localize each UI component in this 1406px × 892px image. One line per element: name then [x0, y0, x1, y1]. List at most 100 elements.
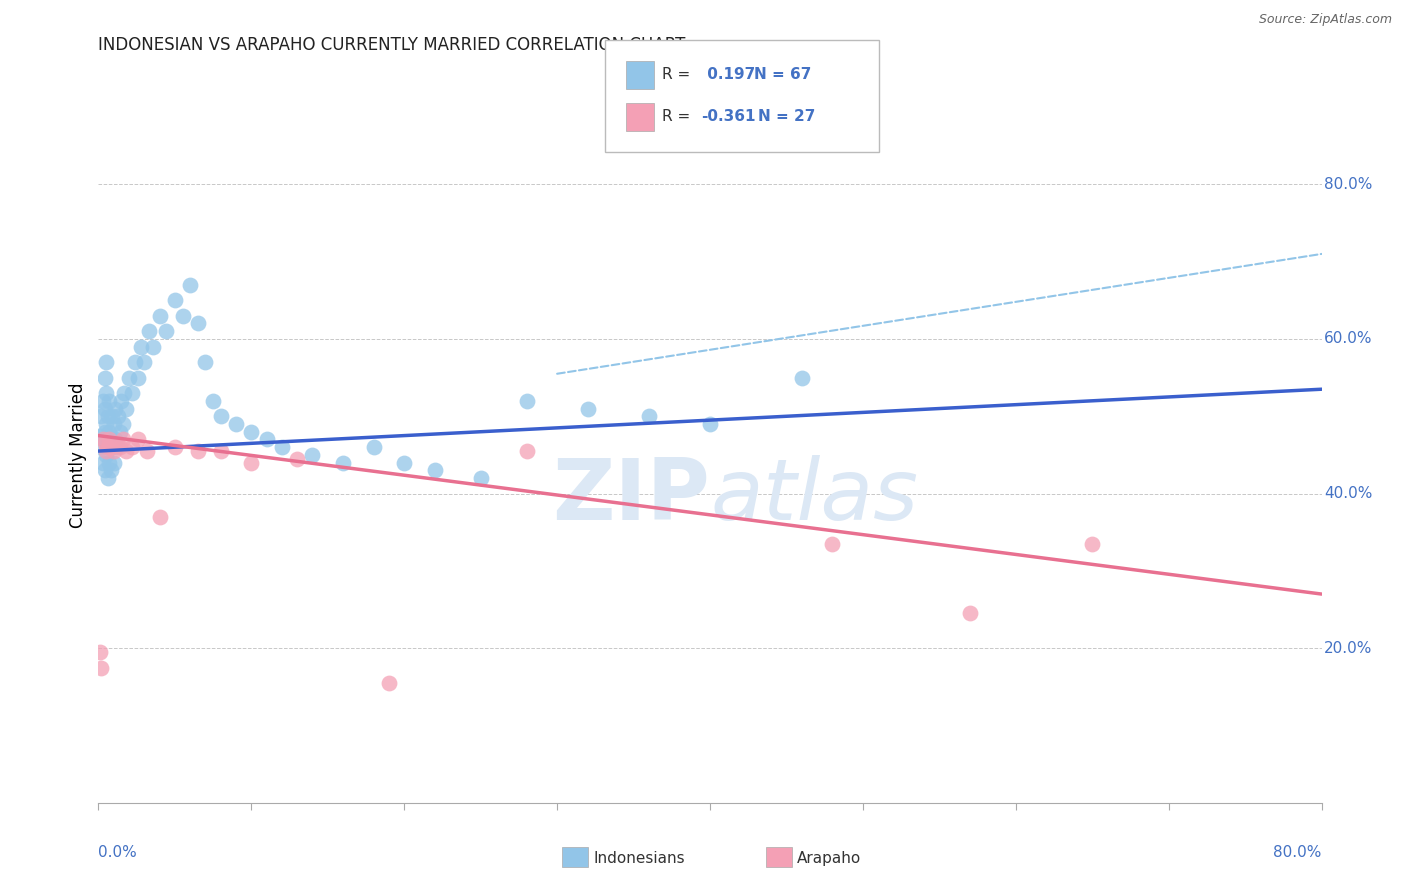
- Point: [225, 417, 247, 431]
- Point: [516, 393, 538, 408]
- Text: -0.361: -0.361: [702, 110, 756, 124]
- Point: [790, 370, 813, 384]
- Point: [332, 456, 354, 470]
- Point: [91, 456, 114, 470]
- Point: [89, 645, 111, 659]
- Point: [301, 448, 323, 462]
- Point: [110, 393, 132, 408]
- Point: [127, 370, 149, 384]
- Text: R =: R =: [662, 67, 690, 81]
- Text: Indonesians: Indonesians: [593, 851, 685, 865]
- Point: [94, 355, 117, 369]
- Point: [285, 451, 308, 466]
- Point: [149, 509, 172, 524]
- Point: [187, 317, 209, 331]
- Point: [1081, 537, 1104, 551]
- Point: [103, 444, 125, 458]
- Point: [209, 409, 232, 424]
- Point: [129, 340, 152, 354]
- Point: [108, 440, 131, 454]
- Text: N = 27: N = 27: [758, 110, 815, 124]
- Point: [100, 440, 122, 454]
- Point: [392, 456, 416, 470]
- Point: [98, 433, 121, 447]
- Point: [98, 456, 121, 470]
- Point: [124, 355, 146, 369]
- Point: [363, 440, 385, 454]
- Point: [107, 409, 129, 424]
- Point: [97, 440, 120, 454]
- Point: [112, 386, 135, 401]
- Point: [104, 433, 127, 447]
- Point: [100, 433, 122, 447]
- Point: [108, 425, 131, 439]
- Point: [97, 440, 120, 454]
- Point: [163, 440, 186, 454]
- Point: [100, 463, 122, 477]
- Point: [138, 324, 160, 338]
- Point: [576, 401, 599, 416]
- Point: [142, 340, 165, 354]
- Text: 0.0%: 0.0%: [98, 845, 138, 860]
- Point: [93, 401, 115, 416]
- Point: [149, 309, 172, 323]
- Text: INDONESIAN VS ARAPAHO CURRENTLY MARRIED CORRELATION CHART: INDONESIAN VS ARAPAHO CURRENTLY MARRIED …: [98, 36, 686, 54]
- Point: [105, 436, 128, 450]
- Point: [90, 440, 112, 454]
- Point: [93, 463, 115, 477]
- Text: 0.197: 0.197: [702, 67, 755, 81]
- Point: [111, 433, 134, 447]
- Text: 60.0%: 60.0%: [1324, 332, 1372, 346]
- Point: [97, 471, 120, 485]
- Point: [959, 607, 981, 621]
- Text: 80.0%: 80.0%: [1274, 845, 1322, 860]
- Point: [94, 417, 117, 431]
- Point: [97, 409, 120, 424]
- Text: R =: R =: [662, 110, 690, 124]
- Point: [91, 433, 114, 447]
- Point: [378, 676, 401, 690]
- Point: [103, 417, 125, 431]
- Y-axis label: Currently Married: Currently Married: [69, 382, 87, 528]
- Point: [101, 409, 124, 424]
- Point: [98, 393, 121, 408]
- Point: [111, 417, 134, 431]
- Point: [93, 436, 115, 450]
- Point: [104, 401, 127, 416]
- Point: [423, 463, 446, 477]
- Point: [821, 537, 844, 551]
- Point: [240, 425, 263, 439]
- Point: [699, 417, 721, 431]
- Point: [121, 386, 143, 401]
- Point: [105, 440, 128, 454]
- Point: [118, 370, 141, 384]
- Point: [103, 456, 125, 470]
- Point: [89, 428, 111, 442]
- Point: [93, 425, 115, 439]
- Point: [98, 425, 121, 439]
- Point: [209, 444, 232, 458]
- Point: [202, 393, 225, 408]
- Point: [94, 448, 117, 462]
- Point: [91, 433, 114, 447]
- Text: 40.0%: 40.0%: [1324, 486, 1372, 501]
- Point: [127, 433, 149, 447]
- Point: [155, 324, 177, 338]
- Text: atlas: atlas: [710, 455, 918, 538]
- Text: ZIP: ZIP: [553, 455, 710, 538]
- Point: [93, 370, 115, 384]
- Point: [470, 471, 492, 485]
- Point: [516, 444, 538, 458]
- Point: [270, 440, 292, 454]
- Point: [179, 277, 201, 292]
- Point: [187, 444, 209, 458]
- Text: 20.0%: 20.0%: [1324, 640, 1372, 656]
- Text: Source: ZipAtlas.com: Source: ZipAtlas.com: [1258, 13, 1392, 27]
- Text: N = 67: N = 67: [754, 67, 811, 81]
- Point: [637, 409, 661, 424]
- Point: [94, 386, 117, 401]
- Point: [240, 456, 263, 470]
- Point: [101, 440, 124, 454]
- Point: [256, 433, 278, 447]
- Point: [90, 409, 112, 424]
